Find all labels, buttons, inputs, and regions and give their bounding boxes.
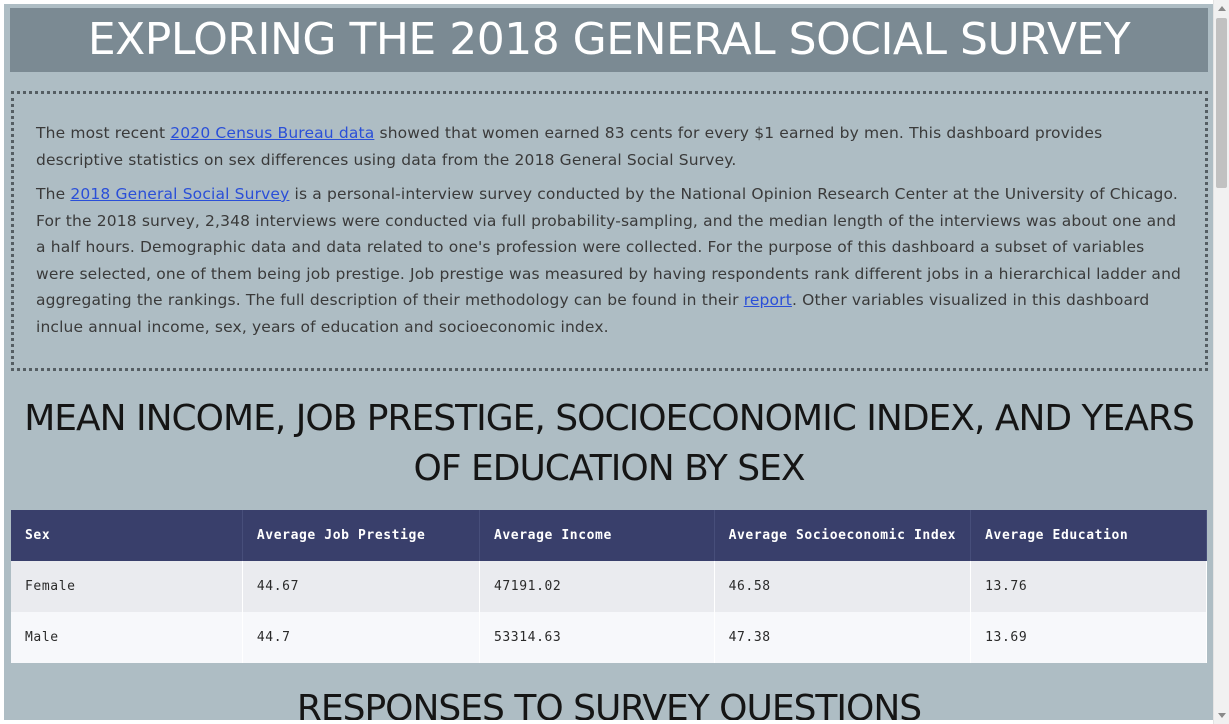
table-cell: 44.7 bbox=[242, 612, 480, 663]
table-row: Female 44.67 47191.02 46.58 13.76 bbox=[11, 561, 1207, 612]
responses-section-heading: RESPONSES TO SURVEY QUESTIONS bbox=[296, 688, 922, 720]
intro-p2-text-middle: is a personal-interview survey conducted… bbox=[36, 185, 1182, 309]
column-header-job-prestige[interactable]: Average Job Prestige bbox=[242, 510, 480, 561]
table-header-row: Sex Average Job Prestige Average Income … bbox=[11, 510, 1207, 561]
intro-p1-text-before: The most recent bbox=[36, 124, 171, 142]
intro-panel: The most recent 2020 Census Bureau data … bbox=[11, 91, 1208, 371]
scroll-up-arrow-icon[interactable] bbox=[1218, 6, 1226, 11]
scroll-down-arrow-icon[interactable] bbox=[1218, 713, 1226, 718]
scrollbar-thumb[interactable] bbox=[1216, 18, 1227, 188]
table-cell: 44.67 bbox=[242, 561, 480, 612]
dashboard-page: EXPLORING THE 2018 GENERAL SOCIAL SURVEY… bbox=[4, 4, 1213, 720]
table-cell: 47.38 bbox=[714, 612, 972, 663]
intro-paragraph-2: The 2018 General Social Survey is a pers… bbox=[36, 181, 1183, 340]
table-cell: 13.76 bbox=[970, 561, 1207, 612]
column-header-sex[interactable]: Sex bbox=[11, 510, 243, 561]
intro-paragraph-1: The most recent 2020 Census Bureau data … bbox=[36, 120, 1183, 173]
table-cell: 47191.02 bbox=[479, 561, 715, 612]
vertical-scrollbar[interactable] bbox=[1213, 0, 1229, 724]
column-header-income[interactable]: Average Income bbox=[479, 510, 715, 561]
census-data-link[interactable]: 2020 Census Bureau data bbox=[170, 124, 375, 142]
intro-p2-text-before: The bbox=[36, 185, 71, 203]
gss-survey-link[interactable]: 2018 General Social Survey bbox=[70, 185, 290, 203]
table-cell: 53314.63 bbox=[479, 612, 715, 663]
table-cell: Male bbox=[11, 612, 243, 663]
page-title: EXPLORING THE 2018 GENERAL SOCIAL SURVEY bbox=[10, 8, 1208, 72]
summary-table: Sex Average Job Prestige Average Income … bbox=[11, 510, 1207, 663]
table-cell: 46.58 bbox=[714, 561, 972, 612]
intro-p2-text-after: . Other variables visualized in this das… bbox=[36, 291, 1150, 336]
table-row: Male 44.7 53314.63 47.38 13.69 bbox=[11, 612, 1207, 663]
table-cell: Female bbox=[11, 561, 243, 612]
column-header-education[interactable]: Average Education bbox=[970, 510, 1207, 561]
column-header-socioeconomic-index[interactable]: Average Socioeconomic Index bbox=[714, 510, 972, 561]
table-cell: 13.69 bbox=[970, 612, 1207, 663]
table-section-heading: MEAN INCOME, JOB PRESTIGE, SOCIOECONOMIC… bbox=[24, 398, 1195, 489]
report-link[interactable]: report bbox=[743, 291, 792, 309]
intro-p1-text-after: showed that women earned 83 cents for ev… bbox=[36, 124, 1103, 169]
